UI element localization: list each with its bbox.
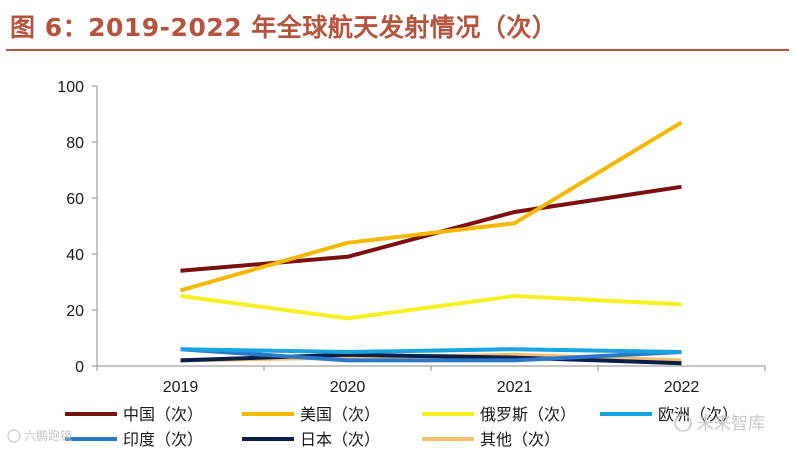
y-tick-label: 0 — [75, 359, 84, 376]
legend-label: 俄罗斯（次） — [480, 405, 576, 424]
legend-label: 印度（次） — [123, 430, 203, 449]
legend-label: 欧洲（次） — [658, 405, 738, 424]
y-tick-label: 40 — [66, 247, 84, 264]
series-line-2 — [180, 294, 682, 321]
y-axis-ticks: 0 20 40 60 80 100 — [57, 79, 97, 376]
series-line-1 — [179, 120, 683, 293]
series-line-0 — [180, 184, 682, 273]
title-underline — [6, 49, 789, 51]
legend-label: 日本（次） — [300, 430, 380, 449]
legend-label: 中国（次） — [123, 405, 203, 424]
y-tick-label: 60 — [66, 191, 84, 208]
y-tick-label: 100 — [57, 79, 84, 96]
legend-label: 美国（次） — [300, 405, 380, 424]
figure-title: 图 6：2019-2022 年全球航天发射情况（次） — [10, 13, 558, 42]
series-line-4 — [180, 347, 682, 363]
watermark-logo-icon — [674, 414, 692, 432]
x-tick-label: 2020 — [330, 379, 366, 396]
chart-axes — [96, 86, 765, 367]
watermark-left: 六鹏跑镜 — [24, 428, 72, 443]
watermark-left-icon — [7, 429, 21, 443]
x-tick-label: 2021 — [497, 379, 533, 396]
y-tick-label: 80 — [66, 135, 84, 152]
watermark-right: 未来智库 — [697, 414, 765, 434]
series-line-5 — [180, 352, 682, 366]
legend-label: 其他（次） — [480, 430, 560, 449]
x-axis-ticks: 2019 2020 2021 2022 — [96, 366, 766, 396]
x-tick-label: 2022 — [664, 379, 700, 396]
series-lines — [179, 120, 683, 366]
series-line-3 — [180, 347, 682, 354]
x-tick-label: 2019 — [163, 379, 199, 396]
chart-legend: 中国（次） 美国（次） 俄罗斯（次） 欧洲（次） 印度（次） 日本（次） 其他（次） — [65, 405, 738, 449]
y-tick-label: 20 — [66, 303, 84, 320]
